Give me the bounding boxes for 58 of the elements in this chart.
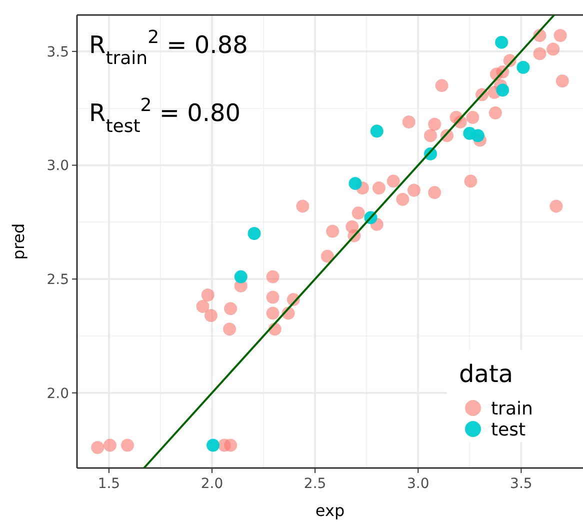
point [103,438,116,452]
y-tick-label: 3.5 [46,44,69,60]
point [326,224,340,238]
point [223,322,236,336]
y-tick-label: 3.0 [46,158,69,174]
point [550,200,563,213]
x-axis-title: exp [315,501,345,520]
point [546,42,560,56]
y-tick-label: 2.0 [46,386,69,402]
point [496,84,510,97]
point [466,110,480,124]
point [516,60,530,74]
point [248,227,261,240]
point [352,206,365,220]
point [196,300,210,313]
point [407,184,420,197]
point [556,74,569,88]
point [554,28,567,42]
point [266,270,280,284]
y-axis-title: pred [9,223,28,260]
point [234,270,248,284]
point [91,441,104,454]
point [396,192,410,206]
legend-label: test [491,419,526,440]
point [428,186,442,200]
point [471,129,484,142]
point [206,438,220,452]
point [266,290,280,304]
y-tick-label: 2.5 [46,272,69,288]
annotation: R$_{test}$$^{2}$ = 0.80 [89,94,241,136]
point [386,174,400,188]
x-tick-label: 3.5 [510,476,532,492]
point [224,438,238,452]
point [464,174,478,188]
x-tick-label: 3.0 [406,476,430,492]
point [428,118,442,131]
point [320,250,334,263]
point [372,182,386,195]
legend-title: data [459,360,514,388]
point [370,124,384,138]
annotation: R$_{train}$$^{2}$ = 0.88 [89,26,248,68]
point [296,200,310,213]
x-tick-label: 1.5 [98,476,120,492]
point [495,36,508,49]
point [204,308,218,322]
point [402,115,416,128]
point [224,302,238,316]
legend-label: train [491,398,533,420]
x-tick-label: 2.0 [200,476,224,492]
point [435,79,448,92]
point [120,438,134,452]
point [424,129,437,142]
point [533,47,546,60]
x-tick-label: 2.5 [304,476,326,492]
point [201,288,214,302]
point [488,106,502,120]
point [348,176,362,190]
point [266,306,280,320]
